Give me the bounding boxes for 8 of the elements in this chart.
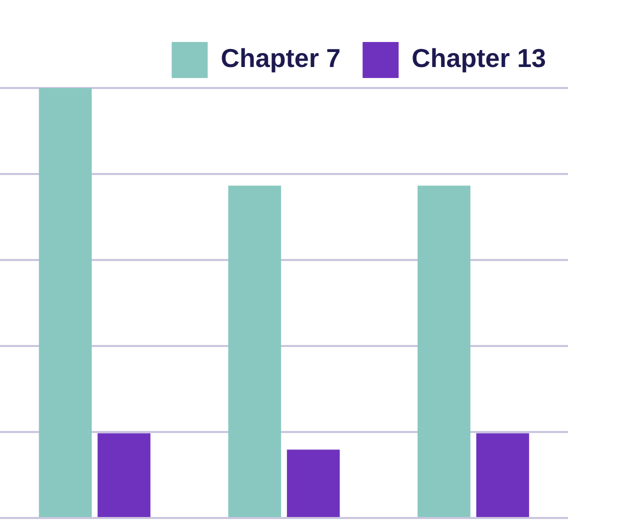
bar [228,186,282,517]
bar [286,450,340,517]
bar [98,433,150,517]
bar [418,186,470,517]
legend-label: Chapter 7 [220,43,341,74]
legend-label: Chapter 13 [412,43,546,74]
bar [38,88,92,517]
bar [476,433,530,517]
